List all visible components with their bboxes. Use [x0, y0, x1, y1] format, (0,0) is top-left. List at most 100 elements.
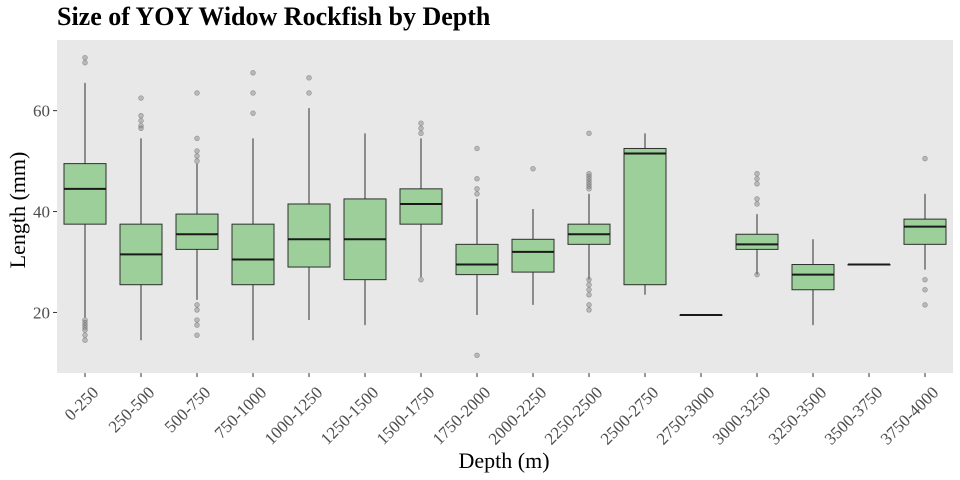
x-tick-label: 1500-1750 [373, 383, 439, 449]
x-tick-label: 500-750 [161, 383, 215, 437]
box-body [511, 238, 555, 273]
outlier-point [922, 276, 928, 283]
x-tick-label: 250-500 [105, 383, 159, 437]
outlier-point [138, 118, 144, 124]
x-tick-label: 3250-3500 [765, 383, 831, 449]
outlier-point [138, 125, 144, 131]
boxes-layer [63, 54, 947, 359]
outlier-point [194, 317, 200, 323]
outlier-point [474, 176, 480, 182]
box-3500-3750 [847, 263, 891, 266]
outlier-point [82, 54, 88, 61]
y-tick-label: 20 [33, 303, 50, 322]
box-2500-2750 [623, 133, 667, 295]
x-tick-label: 3500-3750 [821, 383, 887, 449]
y-axis-title: Length (mm) [5, 152, 30, 269]
outlier-point [250, 110, 256, 116]
outlier-point [754, 271, 760, 278]
outlier-point [922, 302, 928, 308]
outlier-point [474, 186, 480, 192]
outlier-point [194, 332, 200, 338]
outlier-point [418, 120, 424, 126]
outlier-point [586, 292, 592, 298]
outlier-point [418, 130, 424, 137]
outlier-point [754, 196, 760, 202]
x-tick-label: 1000-1250 [261, 383, 327, 449]
chart-title: Size of YOY Widow Rockfish by Depth [57, 2, 491, 31]
box-body [623, 147, 667, 286]
x-axis: 0-250 250-500 500-750750-10001000-12501250… [61, 373, 942, 448]
outlier-point [586, 186, 592, 192]
box-body [735, 233, 779, 250]
outlier-point [922, 155, 928, 162]
x-tick-label: 2750-3000 [653, 383, 719, 449]
y-tick-label: 60 [33, 102, 50, 121]
box-body [903, 218, 947, 245]
box-500-750 [175, 90, 219, 338]
x-tick-label: 1250-1500 [317, 383, 383, 449]
outlier-point [754, 176, 760, 182]
box-body [455, 243, 499, 276]
outlier-point [586, 287, 592, 293]
outlier-point [82, 337, 88, 343]
box-2750-3000 [679, 313, 723, 316]
box-body [791, 264, 835, 291]
outlier-point [250, 90, 256, 96]
outlier-point [306, 75, 312, 81]
outlier-point [194, 148, 200, 154]
outlier-point [82, 327, 88, 333]
box-body [399, 188, 443, 225]
plot-panel [57, 40, 953, 373]
box-3000-3250 [735, 171, 779, 278]
outlier-point [586, 282, 592, 288]
outlier-point [586, 130, 592, 137]
box-250-500 [119, 95, 163, 341]
outlier-point [306, 90, 312, 96]
outlier-point [586, 276, 592, 283]
outlier-point [922, 287, 928, 293]
x-axis-title: Depth (m) [458, 448, 549, 473]
box-3250-3500 [791, 239, 835, 326]
outlier-point [138, 95, 144, 101]
box-2000-2250 [511, 165, 555, 305]
outlier-point [586, 307, 592, 313]
box-2250-2500 [567, 130, 611, 313]
outlier-point [194, 135, 200, 142]
x-tick-label: 2500-2750 [597, 383, 663, 449]
y-tick-label: 40 [33, 203, 50, 222]
box-body [175, 213, 219, 250]
outlier-point [754, 201, 760, 207]
x-tick-label: 2000-2250 [485, 383, 551, 449]
outlier-point [194, 322, 200, 328]
box-0-250 [63, 54, 107, 343]
outlier-point [474, 145, 480, 152]
outlier-point [194, 307, 200, 313]
outlier-point [194, 302, 200, 308]
outlier-point [194, 90, 200, 96]
box-1750-2000 [455, 145, 499, 359]
outlier-point [194, 153, 200, 159]
box-1500-1750 [399, 120, 443, 283]
y-axis: 20 40 60 [33, 102, 57, 322]
box-1250-1500 [343, 133, 387, 326]
x-tick-label: 3000-3250 [709, 383, 775, 449]
box-body [287, 203, 331, 268]
outlier-point [418, 276, 424, 283]
outlier-point [250, 70, 256, 76]
outlier-point [418, 125, 424, 131]
box-3750-4000 [903, 155, 947, 308]
outlier-point [474, 352, 480, 359]
x-tick-label: 3750-4000 [877, 383, 943, 449]
outlier-point [754, 181, 760, 187]
box-body [63, 163, 107, 225]
x-tick-label: 0-250 [61, 383, 102, 424]
outlier-point [754, 171, 760, 177]
outlier-point [82, 332, 88, 338]
outlier-point [586, 302, 592, 308]
x-tick-label: 2250-2500 [541, 383, 607, 449]
outlier-point [194, 158, 200, 164]
x-tick-label: 1750-2000 [429, 383, 495, 449]
outlier-point [138, 112, 144, 119]
box-750-1000 [231, 70, 275, 341]
